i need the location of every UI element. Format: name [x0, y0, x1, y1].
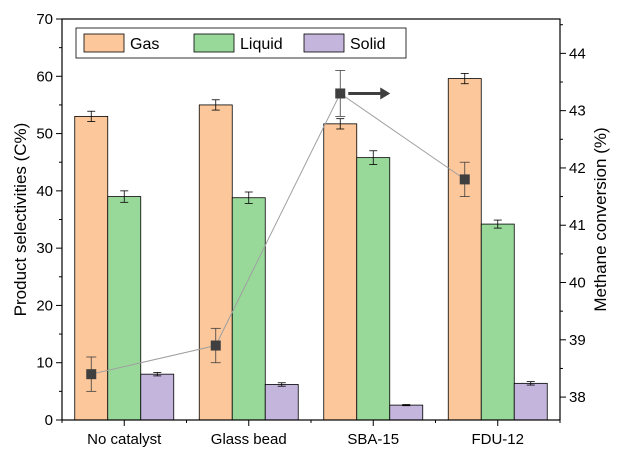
right-tick-label: 38: [569, 389, 586, 406]
bar-solid-2: [389, 404, 424, 421]
left-tick-label: 10: [36, 355, 53, 372]
x-tick-label: Glass bead: [211, 431, 287, 448]
left-tick-label: 20: [36, 297, 53, 314]
x-axis: No catalyst Glass bead SBA-15 FDU-12: [61, 420, 561, 448]
bar-liquid-2: [356, 157, 391, 421]
right-tick-label: 41: [569, 217, 586, 234]
legend-label-gas: Gas: [130, 36, 159, 53]
bar-liquid-0: [107, 196, 142, 421]
left-tick-label: 50: [36, 126, 53, 143]
left-tick-label: 0: [45, 412, 53, 429]
right-y-axis: 38 39 40 41 42 43 44: [560, 24, 586, 406]
legend-label-liquid: Liquid: [240, 36, 283, 53]
legend-label-solid: Solid: [350, 36, 386, 53]
bar-solid-3: [513, 382, 548, 421]
left-y-axis: 0 10 20 30 40 50 60 70: [36, 11, 62, 429]
right-tick-label: 43: [569, 103, 586, 120]
right-axis-title: Methane conversion (%): [591, 127, 610, 311]
bar-liquid-1: [231, 197, 266, 421]
bar-solid-0: [140, 373, 175, 421]
x-tick-label: SBA-15: [347, 431, 399, 448]
legend-swatch-gas: [83, 33, 125, 53]
legend-swatch-solid: [303, 33, 345, 53]
bar-gas-2: [323, 123, 358, 421]
right-tick-label: 42: [569, 160, 586, 177]
legend: Gas Liquid Solid: [75, 27, 407, 59]
left-tick-label: 40: [36, 183, 53, 200]
arrow-head: [380, 87, 391, 100]
bar-solid-1: [264, 384, 299, 421]
conversion-point-1: [210, 340, 221, 351]
right-tick-label: 44: [569, 45, 586, 62]
bars-layer: [74, 73, 548, 421]
right-axis-arrow: [348, 87, 391, 100]
conversion-point-2: [335, 88, 346, 99]
legend-swatch-liquid: [193, 33, 235, 53]
conversion-point-0: [86, 369, 97, 380]
conversion-line: [91, 92, 466, 375]
x-tick-label: No catalyst: [87, 431, 162, 448]
bar-gas-3: [447, 78, 482, 421]
left-tick-label: 30: [36, 240, 53, 257]
left-axis-title: Product selectivities (C%): [11, 123, 30, 317]
conversion-point-3: [459, 174, 470, 185]
bar-gas-1: [198, 104, 233, 421]
right-tick-label: 39: [569, 332, 586, 349]
legend-box: [75, 27, 407, 59]
bar-liquid-3: [480, 223, 515, 421]
conversion-line-layer: [86, 70, 470, 392]
right-tick-label: 40: [569, 275, 586, 292]
left-tick-label: 70: [36, 11, 53, 28]
x-tick-label: FDU-12: [471, 431, 524, 448]
left-tick-label: 60: [36, 68, 53, 85]
